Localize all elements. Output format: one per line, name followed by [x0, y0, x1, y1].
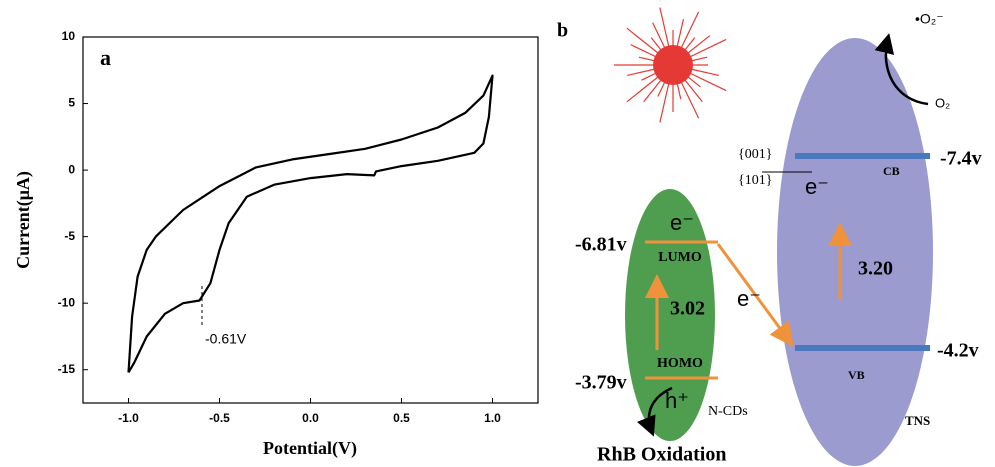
y-tick-label: 5	[68, 96, 75, 110]
tns-name: TNS	[905, 413, 930, 428]
oxygen-arrow	[874, 33, 929, 106]
x-tick-label: -1.0	[118, 411, 139, 425]
facet-bottom: {101}	[738, 173, 772, 188]
panel-label: b	[557, 20, 568, 42]
superoxide: •O₂⁻	[915, 11, 944, 27]
sun	[653, 45, 693, 85]
annotation: -0.61V	[205, 331, 247, 347]
y-tick-label: 10	[62, 29, 76, 43]
transfer-arrow	[716, 243, 794, 347]
x-tick-label: 0.0	[302, 411, 319, 425]
y-axis-label: Current(μA)	[13, 171, 34, 269]
cb-level: -7.4v	[940, 148, 982, 170]
ncds-electron: e⁻	[670, 210, 694, 235]
homo: HOMO	[657, 356, 703, 371]
y-tick-label: -15	[58, 362, 76, 376]
tns-electron: e⁻	[805, 174, 829, 199]
tns-ellipse	[777, 38, 933, 466]
homo-level: -3.79v	[575, 372, 627, 394]
y-tick-label: -10	[58, 295, 76, 309]
y-tick-label: 0	[68, 162, 75, 176]
facet-top: {001}	[738, 147, 772, 162]
x-tick-label: 1.0	[484, 411, 501, 425]
transfer-electron: e⁻	[737, 286, 761, 311]
lumo: LUMO	[658, 250, 702, 265]
x-tick-label: 0.5	[393, 411, 410, 425]
x-tick-label: -0.5	[209, 411, 230, 425]
panel-label: a	[100, 45, 111, 70]
tns-gap: 3.20	[858, 258, 893, 280]
ncds-hole: h⁺	[665, 388, 689, 413]
cb: CB	[883, 164, 900, 178]
x-axis-label: Potential(V)	[263, 438, 357, 459]
vb-level: -4.2v	[937, 340, 979, 362]
vb: VB	[848, 368, 865, 382]
ncds-name: N-CDs	[708, 404, 748, 419]
plot-frame	[82, 36, 539, 404]
cv-curve	[127, 74, 494, 373]
oxidation-arrow	[637, 386, 673, 437]
diagram: b -6.81v -3.79v LUMO HOMO 3.02 e⁻ h⁺ N-C…	[557, 7, 982, 466]
oxygen: O₂	[935, 95, 950, 110]
y-tick-label: -5	[64, 229, 75, 243]
ncds-gap: 3.02	[670, 298, 705, 320]
lumo-level: -6.81v	[575, 234, 627, 256]
product: RhB Oxidation	[597, 444, 726, 466]
